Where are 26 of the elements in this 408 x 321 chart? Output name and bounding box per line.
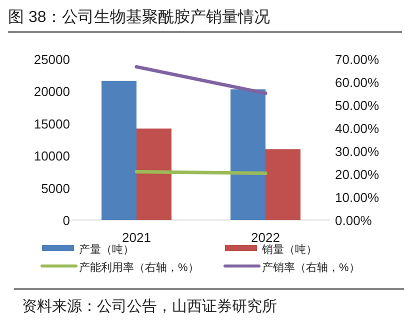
y-tick-label: 20000	[34, 84, 70, 100]
y2-tick-label: 30.00%	[335, 144, 380, 159]
y2-tick-label: 50.00%	[335, 98, 380, 113]
y2-tick-label: 60.00%	[335, 75, 380, 90]
bar	[266, 149, 300, 220]
bar	[102, 80, 136, 220]
legend-label: 产销率（右轴，%）	[262, 261, 360, 274]
text: 资料来源：公司公告，山西证券研究所	[22, 298, 277, 315]
bar	[230, 89, 266, 220]
x-tick-label: 2021	[122, 230, 151, 245]
legend-label: 销量（吨）	[261, 243, 317, 256]
y2-tick-label: 20.00%	[335, 167, 380, 182]
y-tick-label: 15000	[34, 116, 70, 132]
y-tick-label: 0	[62, 213, 70, 228]
y-tick-label: 10000	[34, 148, 70, 164]
bar	[136, 128, 172, 220]
legend-label: 产能利用率（右轴，%）	[79, 261, 199, 274]
legend-label: 产量（吨）	[79, 243, 134, 256]
y-tick-label: 25000	[34, 52, 70, 67]
x-tick-label: 2022	[251, 230, 280, 245]
y-tick-label: 5000	[41, 180, 70, 196]
y2-tick-label: 70.00%	[335, 52, 380, 67]
y2-tick-label: 40.00%	[335, 121, 380, 136]
chart-title: 图 38：公司生物基聚酰胺产销量情况	[8, 8, 270, 26]
y2-tick-label: 10.00%	[335, 190, 380, 205]
y2-tick-label: 0.00%	[335, 213, 372, 228]
